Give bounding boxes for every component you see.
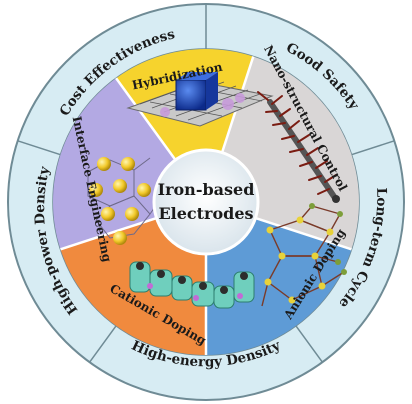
center-title-line2: Electrodes [158,204,253,223]
nanorod-brush-icon [257,91,340,203]
helix-cluster-icon [129,261,255,309]
center-hub [152,148,260,256]
sphere-network-icon [87,157,161,245]
graphene-cube-hybrid-icon [126,72,274,127]
crystal-lattice-icon [261,203,347,307]
ring-dividers [17,4,395,363]
center-title-line1: Iron-based [158,180,255,199]
